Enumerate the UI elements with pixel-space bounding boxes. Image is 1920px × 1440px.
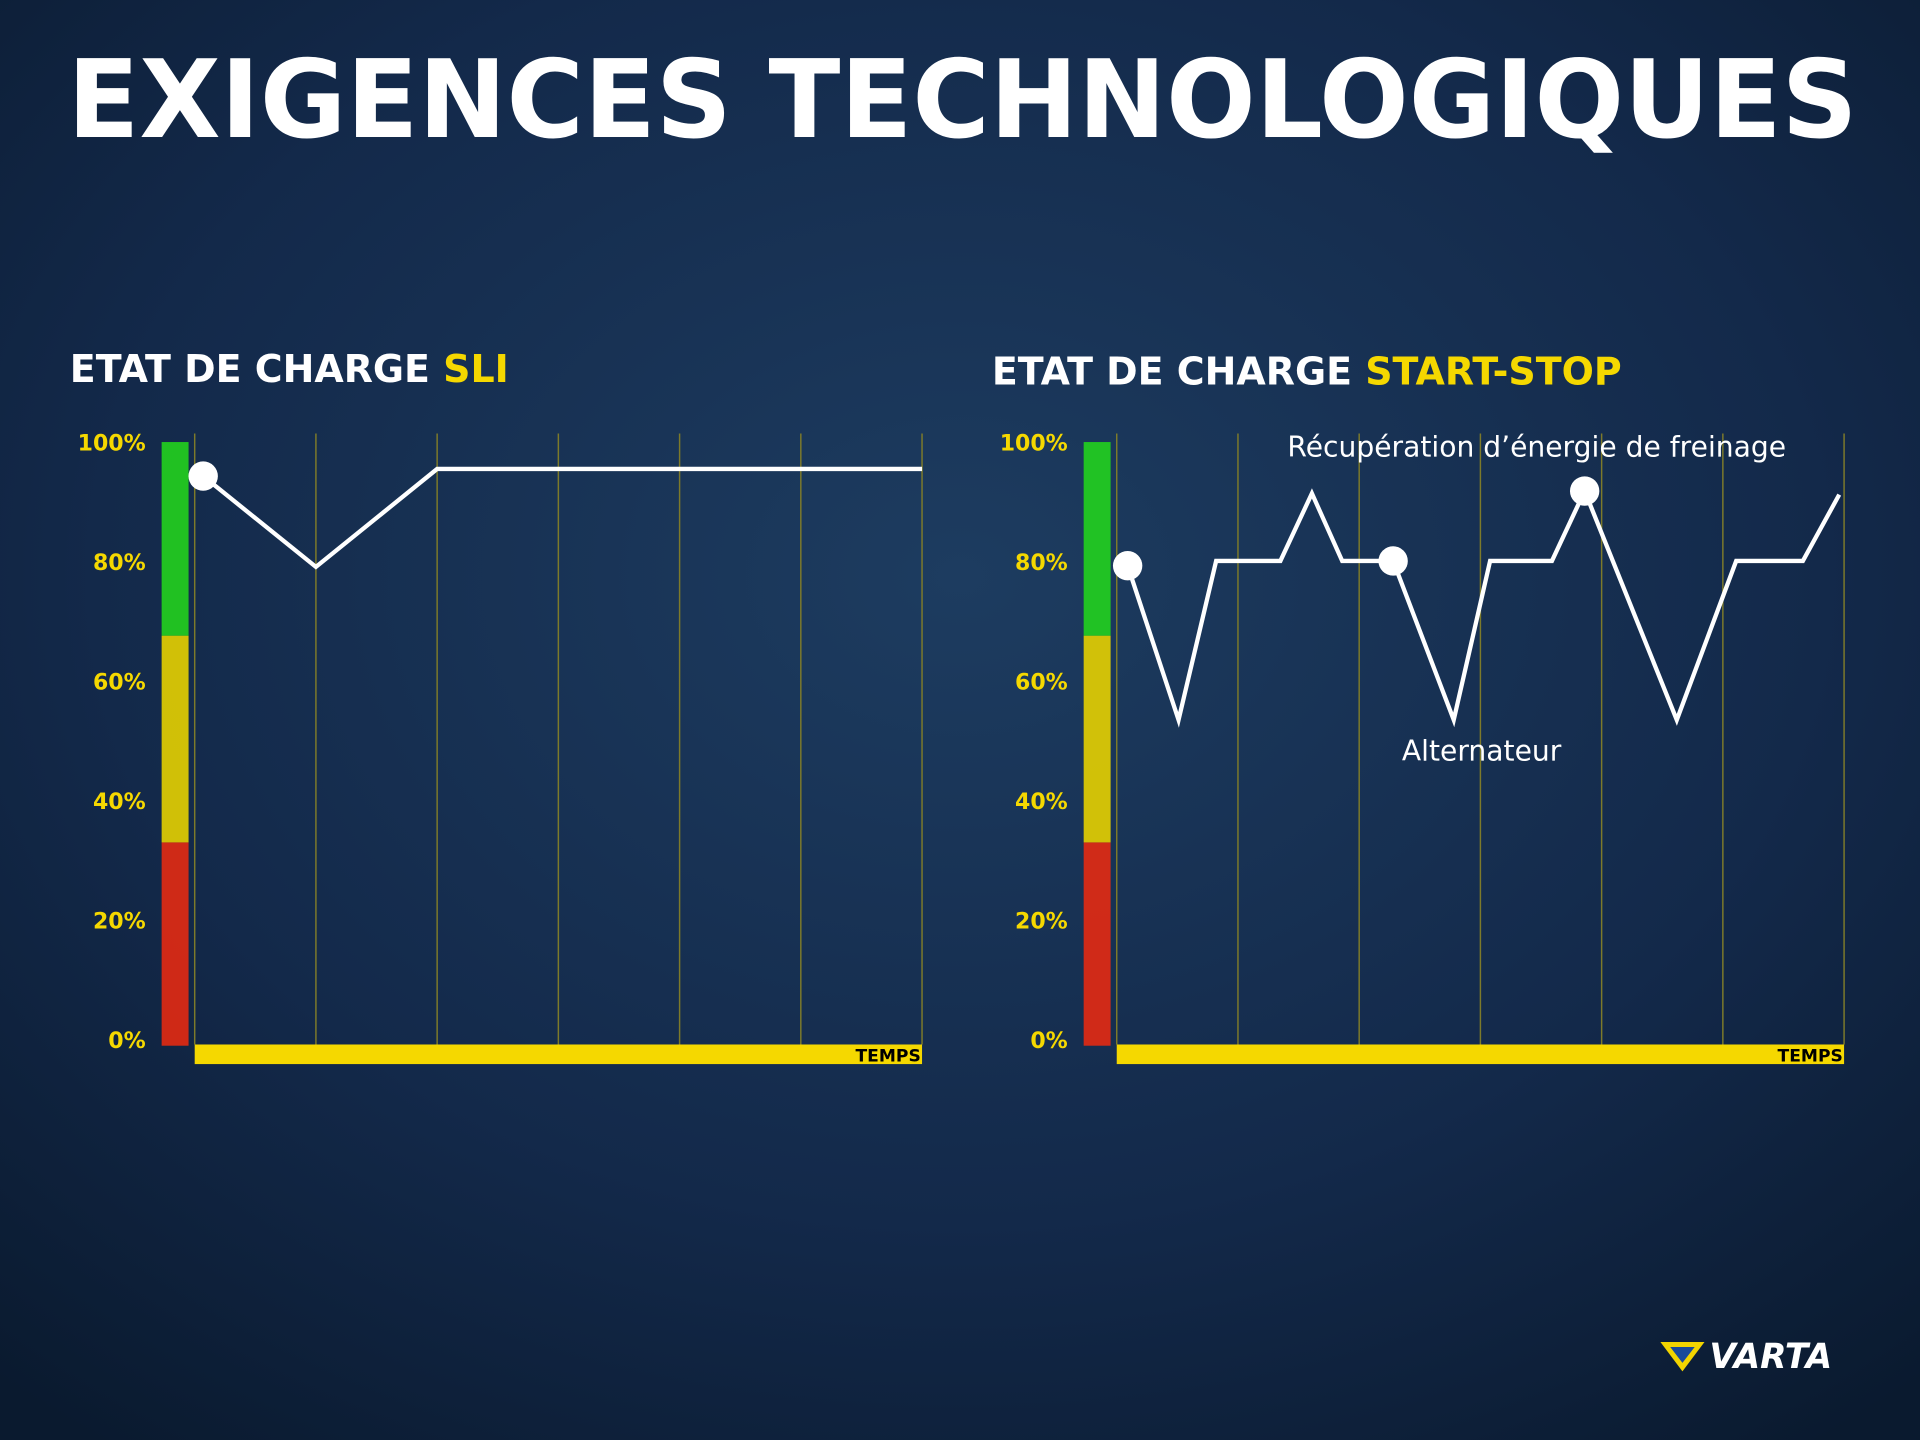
main-title: EXIGENCES TECHNOLOGIQUES	[67, 38, 1857, 163]
logo: VARTA	[1660, 1337, 1832, 1377]
y-tick-label: 40%	[1015, 790, 1068, 815]
point-marker	[1112, 551, 1143, 581]
y-tick-label: 60%	[93, 671, 146, 696]
x-axis-label: TEMPS	[856, 1047, 921, 1067]
annotation: Alternateur	[1402, 734, 1562, 767]
y-tick-label: 80%	[1015, 551, 1068, 576]
logo-mark-inner	[1670, 1346, 1695, 1363]
y-tick-label: 80%	[93, 551, 146, 576]
chart-title-highlight: START-STOP	[1365, 349, 1621, 393]
y-tick-label: 100%	[78, 432, 146, 457]
y-tick-label: 20%	[93, 910, 146, 935]
zone-bar	[1083, 635, 1111, 843]
chart-title: ETAT DE CHARGE START-STOP	[992, 349, 1622, 393]
y-tick-label: 20%	[1015, 910, 1068, 935]
brand: VARTA	[1709, 1337, 1832, 1377]
x-axis	[194, 1044, 923, 1065]
chart-title-text: ETAT DE CHARGE	[70, 347, 443, 391]
x-axis	[1116, 1044, 1845, 1065]
chart-title: ETAT DE CHARGE SLI	[70, 347, 509, 391]
y-tick-label: 40%	[93, 790, 146, 815]
zone-bar	[1083, 442, 1111, 636]
zone-bar	[161, 635, 189, 843]
y-tick-label: 100%	[1000, 432, 1068, 457]
point-marker	[1378, 546, 1408, 576]
data-line	[1125, 485, 1842, 728]
point-marker	[188, 461, 218, 491]
chart-title-highlight: SLI	[443, 347, 509, 391]
y-tick-label: 0%	[108, 1029, 145, 1054]
point-marker	[1569, 476, 1600, 506]
zone-bar	[161, 842, 189, 1046]
x-axis-label: TEMPS	[1778, 1047, 1843, 1067]
zone-bar	[161, 442, 189, 636]
annotation: Récupération d’énergie de freinage	[1287, 431, 1786, 464]
y-tick-label: 0%	[1030, 1029, 1067, 1054]
chart-title-text: ETAT DE CHARGE	[992, 349, 1365, 393]
y-tick-label: 60%	[1015, 671, 1068, 696]
data-line	[201, 466, 923, 570]
zone-bar	[1083, 842, 1111, 1046]
